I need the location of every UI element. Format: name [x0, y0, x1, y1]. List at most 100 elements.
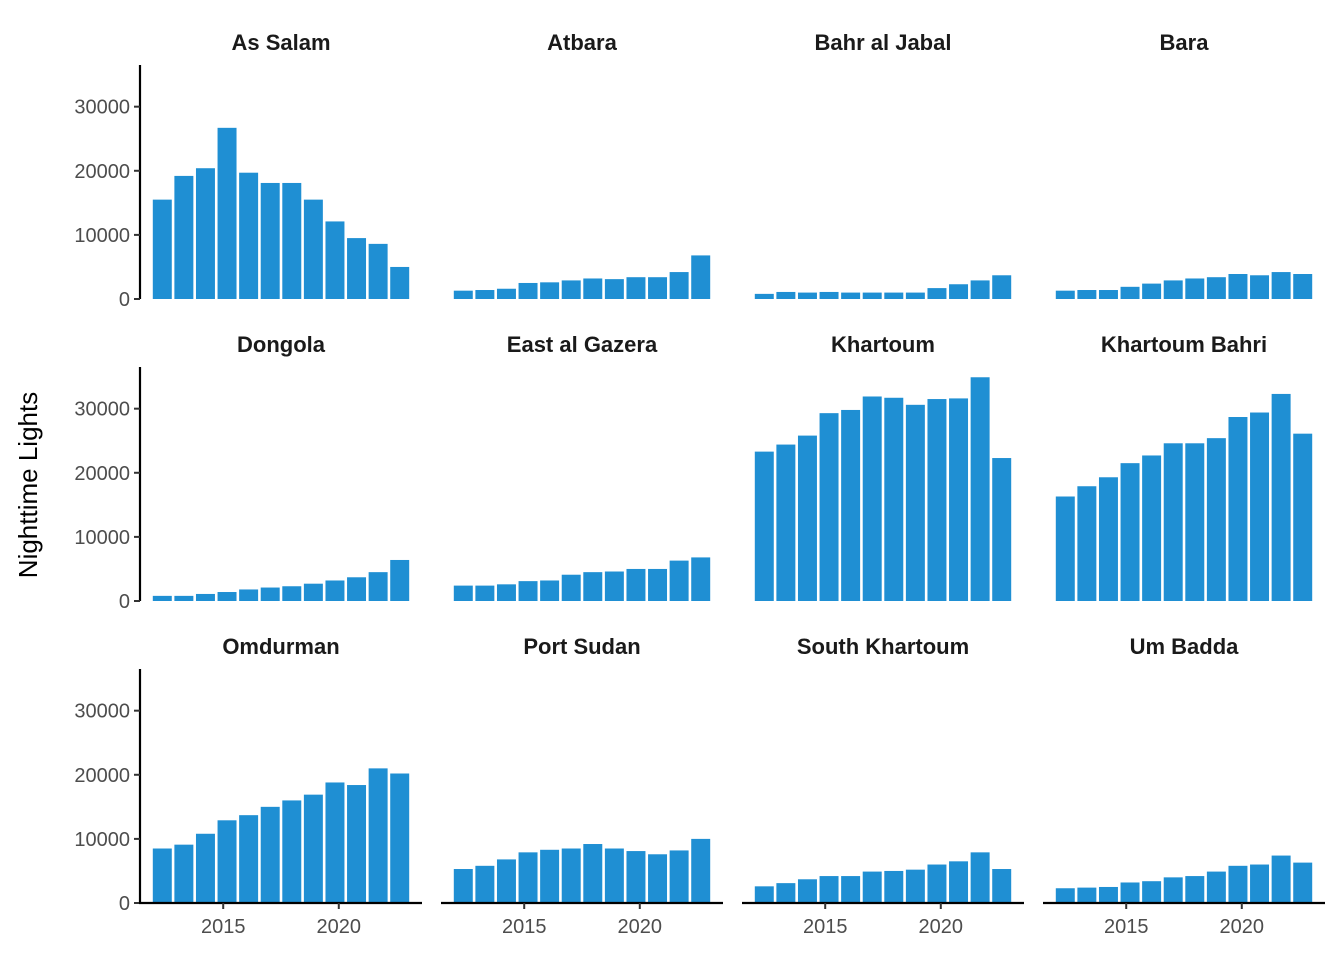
- bar: [1098, 290, 1118, 299]
- bar: [260, 806, 280, 903]
- panel-omdurman: Omdurman 0 10000 20000 30000 2015 2020: [74, 634, 422, 938]
- bar: [152, 595, 172, 601]
- bar: [905, 404, 925, 601]
- bar: [583, 278, 603, 299]
- y-tick-label: 0: [119, 289, 130, 311]
- bar: [217, 127, 237, 299]
- bar: [626, 851, 646, 903]
- bar: [992, 869, 1012, 903]
- bar: [368, 243, 388, 299]
- bar: [626, 277, 646, 299]
- bar: [239, 172, 259, 299]
- panel-port-sudan: Port Sudan 2015 2020: [441, 634, 723, 938]
- bar: [819, 876, 839, 903]
- bar: [303, 794, 323, 903]
- bar: [496, 859, 516, 903]
- bar: [475, 290, 495, 299]
- y-tick-label: 20000: [74, 161, 130, 183]
- panel-title: Bahr al Jabal: [815, 30, 952, 55]
- bar: [174, 175, 194, 299]
- bar: [1120, 882, 1140, 903]
- bar: [626, 568, 646, 601]
- panel-um-badda: Um Badda 2015 2020: [1043, 634, 1325, 938]
- bar: [239, 815, 259, 903]
- bar: [303, 199, 323, 299]
- bar: [496, 288, 516, 299]
- bar: [368, 572, 388, 601]
- bar: [1185, 876, 1205, 903]
- bar: [691, 255, 711, 299]
- bar: [604, 848, 624, 903]
- panel-as-salam: As Salam 0 10000 20000 30000: [74, 30, 410, 311]
- bar: [797, 879, 817, 903]
- bar: [1077, 486, 1097, 601]
- bar: [691, 838, 711, 903]
- bar: [325, 580, 345, 601]
- bar: [691, 557, 711, 601]
- bar: [583, 844, 603, 903]
- bar: [561, 574, 581, 601]
- panel-east-al-gazera: East al Gazera: [453, 332, 711, 601]
- y-tick-label: 0: [119, 893, 130, 915]
- y-tick-label: 30000: [74, 399, 130, 421]
- bar: [1163, 877, 1183, 903]
- bar: [453, 869, 473, 903]
- bar: [992, 458, 1012, 601]
- bar: [970, 377, 990, 601]
- bar: [174, 595, 194, 601]
- bar: [195, 593, 215, 601]
- y-tick-label: 10000: [74, 225, 130, 247]
- panel-title: Khartoum Bahri: [1101, 332, 1267, 357]
- bar: [754, 886, 774, 903]
- bar: [927, 399, 947, 601]
- bar: [282, 800, 302, 903]
- bar: [1142, 881, 1162, 903]
- bar: [1120, 463, 1140, 601]
- panel-bara: Bara: [1055, 30, 1313, 299]
- y-tick-label: 10000: [74, 527, 130, 549]
- bar: [1206, 438, 1226, 601]
- bar: [1055, 496, 1075, 601]
- bar: [1250, 864, 1270, 903]
- bar: [390, 773, 410, 903]
- bar: [475, 585, 495, 601]
- bar: [1185, 278, 1205, 299]
- bar: [1077, 290, 1097, 299]
- panel-title: Dongola: [237, 332, 326, 357]
- bar: [518, 282, 538, 299]
- y-tick-label: 10000: [74, 829, 130, 851]
- bar: [1077, 887, 1097, 903]
- bar: [1293, 274, 1313, 299]
- bar: [1206, 871, 1226, 903]
- panel-title: Omdurman: [222, 634, 339, 659]
- panel-title: Khartoum: [831, 332, 935, 357]
- bar: [152, 848, 172, 903]
- bar: [927, 288, 947, 299]
- bar: [949, 861, 969, 903]
- panel-atbara: Atbara: [453, 30, 711, 299]
- y-tick-label: 20000: [74, 463, 130, 485]
- bar: [1055, 290, 1075, 299]
- bar: [1163, 280, 1183, 299]
- bar: [1293, 433, 1313, 601]
- bar: [862, 871, 882, 903]
- x-tick-label: 2020: [618, 916, 663, 938]
- bar: [390, 266, 410, 299]
- bar: [152, 199, 172, 299]
- bar: [819, 291, 839, 299]
- bar: [496, 584, 516, 601]
- bar: [368, 768, 388, 903]
- bar: [970, 280, 990, 299]
- bar: [518, 581, 538, 601]
- bar: [905, 292, 925, 299]
- bar: [1228, 865, 1248, 903]
- bar: [1271, 855, 1291, 903]
- bar: [390, 559, 410, 601]
- bar: [1120, 286, 1140, 299]
- x-tick-label: 2015: [803, 916, 848, 938]
- bar: [949, 398, 969, 601]
- bar: [927, 864, 947, 903]
- panel-title: Port Sudan: [523, 634, 640, 659]
- bar: [1250, 275, 1270, 299]
- bar: [1206, 277, 1226, 299]
